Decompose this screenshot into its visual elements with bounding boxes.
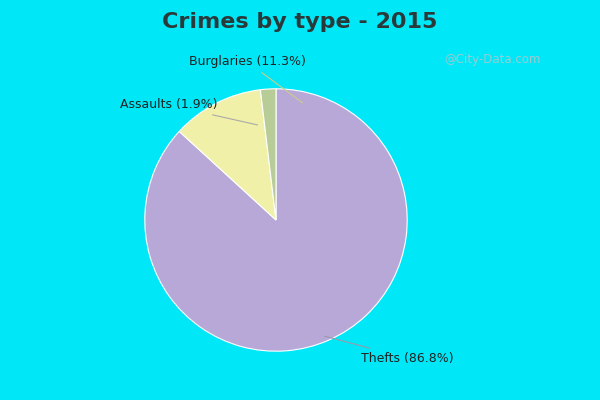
Text: Thefts (86.8%): Thefts (86.8%) bbox=[325, 336, 454, 365]
Text: Assaults (1.9%): Assaults (1.9%) bbox=[119, 98, 257, 125]
Wedge shape bbox=[145, 89, 407, 351]
Text: @City-Data.com: @City-Data.com bbox=[444, 54, 540, 66]
Text: Crimes by type - 2015: Crimes by type - 2015 bbox=[163, 12, 437, 32]
Wedge shape bbox=[260, 89, 276, 220]
Text: Burglaries (11.3%): Burglaries (11.3%) bbox=[188, 55, 305, 103]
Wedge shape bbox=[179, 90, 276, 220]
